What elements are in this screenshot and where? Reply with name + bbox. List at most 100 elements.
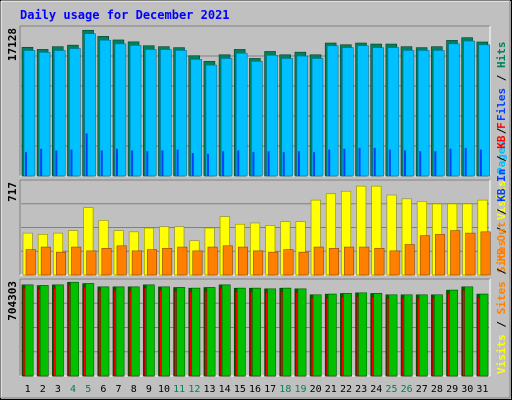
panel-hits-files-pages: 17128 Pages / Files / Hits [6, 25, 508, 177]
legend-separator: / [495, 314, 508, 334]
bar-kb-in [464, 286, 474, 377]
bar-pages [463, 40, 475, 177]
bar-files [282, 152, 285, 176]
bar-kb-in [236, 287, 246, 377]
bar-files [40, 148, 43, 176]
x-tick-label: 22 [340, 384, 352, 395]
bar-sites [344, 246, 355, 276]
legend-item: Visits [495, 334, 508, 374]
bar-files [313, 152, 316, 176]
legend-item: Files [495, 88, 508, 121]
bar-pages [387, 47, 400, 177]
x-tick-label: 16 [249, 384, 261, 395]
bar-sites [359, 246, 370, 276]
bar-sites [86, 250, 97, 276]
bar-files [206, 153, 209, 176]
legend-separator: / [495, 121, 508, 141]
bars [22, 185, 491, 276]
bar-kb-in [434, 294, 443, 377]
bar-sites [389, 250, 400, 276]
bar-kb-in [191, 287, 201, 377]
bar-sites [283, 249, 294, 276]
x-axis-labels: 1 2 3 4 5 6 7 8 9 10 11 12 13 14 15 16 17 18 19 20 21 22 23 24 2… [25, 384, 489, 395]
bar-pages [448, 43, 460, 177]
legend: Visits / Sites / KB Out / KB In / KB F [495, 122, 508, 374]
x-tick-label: 20 [310, 384, 322, 395]
bar-pages [357, 45, 369, 177]
x-tick-label: 18 [279, 384, 291, 395]
x-tick-label: 6 [100, 384, 106, 395]
x-tick-label: 27 [416, 384, 428, 395]
legend-item: Visits [495, 180, 508, 220]
x-tick-label: 31 [476, 384, 488, 395]
bar-pages [372, 47, 384, 177]
legend-separator: / [495, 149, 508, 169]
bar-kb-in [70, 281, 79, 377]
legend-separator: / [495, 261, 508, 281]
x-tick-label: 7 [116, 384, 122, 395]
bar-files [343, 148, 346, 176]
bar-sites [207, 246, 218, 276]
bar-files [237, 150, 240, 176]
x-tick-label: 30 [461, 384, 473, 395]
x-tick-label: 5 [85, 384, 91, 395]
bar-pages [38, 52, 51, 177]
bar-kb-in [403, 294, 413, 377]
bar-files [25, 152, 27, 176]
legend-item: Sites [495, 281, 508, 314]
bar-sites [237, 246, 248, 276]
legend-item: KB F [495, 122, 508, 149]
bar-kb-in [297, 288, 307, 377]
bar-files [449, 148, 452, 176]
bar-kb-in [221, 284, 231, 377]
legend-separator: / [495, 68, 508, 88]
x-tick-label: 9 [146, 384, 152, 395]
bar-kb-in [206, 287, 216, 377]
bars [21, 29, 491, 177]
bar-pages [326, 45, 339, 177]
bar-pages [23, 50, 36, 177]
bar-sites [40, 246, 51, 276]
bar-kb-in [282, 287, 292, 377]
bar-kb-in [55, 284, 64, 377]
bar-pages [433, 50, 445, 177]
bar-files [373, 147, 376, 176]
bar-pages [281, 58, 293, 177]
y-max-label: 17128 [6, 28, 19, 61]
bar-pages [54, 50, 66, 177]
x-tick-label: 14 [219, 384, 231, 395]
bar-kb-in [130, 286, 140, 377]
bar-sites [435, 234, 446, 276]
bar-kb-in [373, 293, 383, 377]
x-tick-label: 29 [446, 384, 458, 395]
bar-pages [311, 58, 324, 177]
legend-item: KB In [495, 169, 508, 202]
bar-kb-in [39, 285, 49, 377]
bar-kb-in [312, 294, 322, 377]
bar-pages [190, 59, 202, 177]
bar-pages [205, 64, 218, 177]
bar-kb-in [267, 288, 277, 377]
bar-sites [192, 250, 203, 276]
x-tick-label: 3 [55, 384, 61, 395]
x-tick-label: 24 [370, 384, 382, 395]
bar-pages [175, 50, 187, 177]
x-tick-label: 19 [294, 384, 306, 395]
bar-kb-in [252, 287, 261, 377]
bar-files [252, 152, 255, 176]
bar-sites [116, 245, 127, 276]
bar-pages [266, 54, 278, 177]
bar-files [358, 147, 361, 176]
bar-sites [56, 251, 67, 276]
bar-kb-in [85, 283, 95, 377]
x-tick-label: 25 [385, 384, 397, 395]
bar-pages [220, 58, 233, 177]
chart-title: Daily usage for December 2021 [20, 8, 230, 22]
legend-separator: / [495, 220, 508, 240]
bar-sites [162, 248, 173, 276]
bar-pages [478, 44, 491, 177]
bar-files [146, 151, 149, 176]
bar-sites [480, 231, 491, 276]
legend: Pages / Files / Hits [495, 42, 508, 175]
